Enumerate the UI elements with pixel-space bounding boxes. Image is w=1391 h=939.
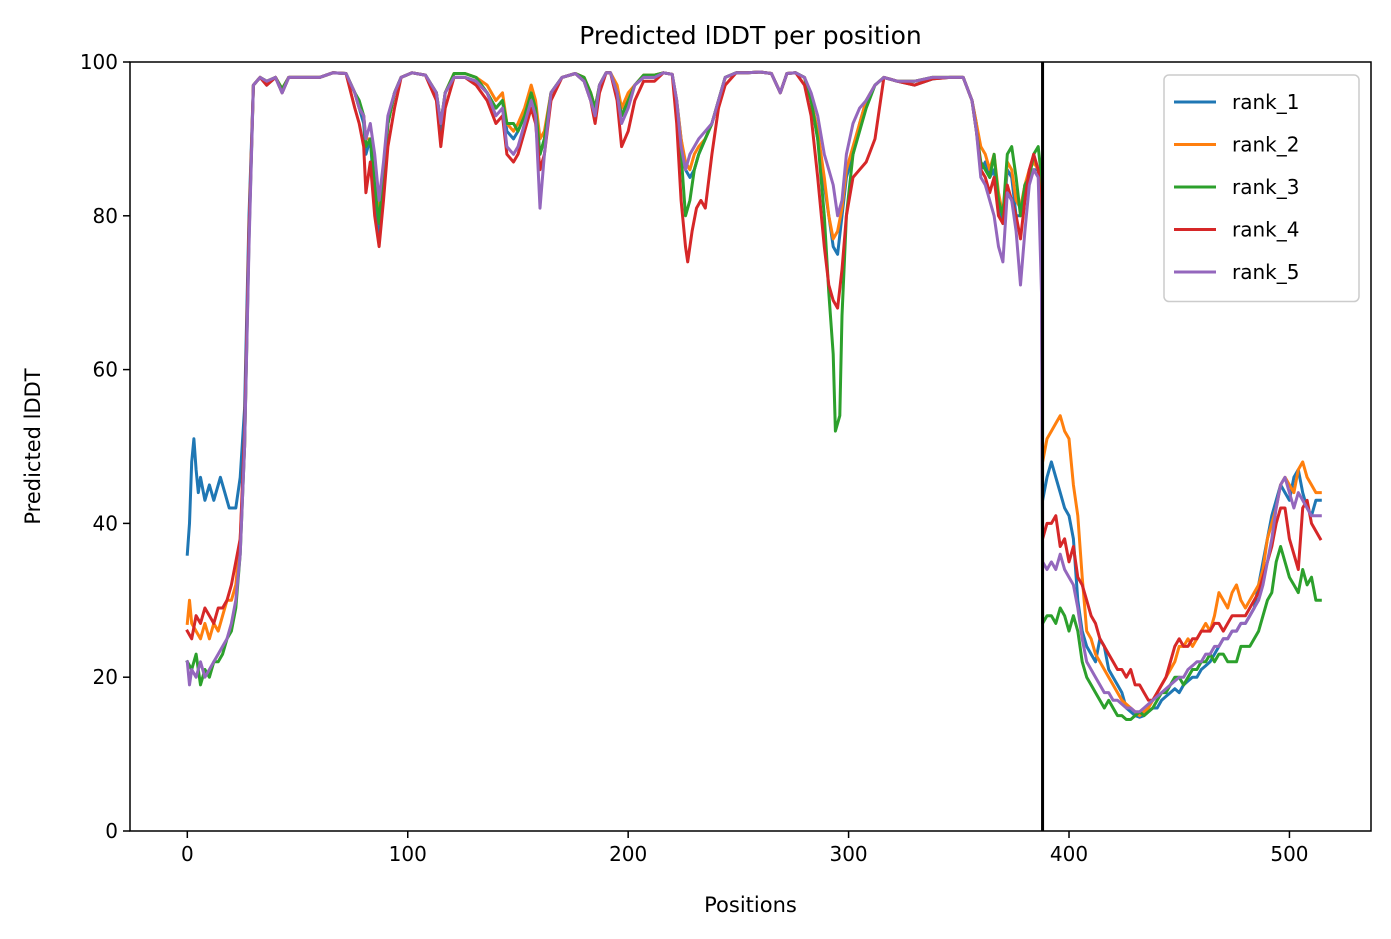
- legend-label-rank_4: rank_4: [1232, 218, 1299, 242]
- x-axis: 0 100 200 300 400 500: [181, 831, 1309, 866]
- series-line-rank_5: [185, 70, 1322, 714]
- y-tick-label: 100: [80, 50, 118, 74]
- x-tick-label: 0: [181, 842, 194, 866]
- y-tick-label: 60: [93, 358, 118, 382]
- x-tick-label: 400: [1050, 842, 1088, 866]
- x-tick-label: 500: [1270, 842, 1308, 866]
- y-tick-label: 40: [93, 511, 118, 535]
- x-tick-label: 100: [389, 842, 427, 866]
- y-tick-label: 0: [105, 819, 118, 843]
- series-line-rank_3: [185, 70, 1322, 721]
- series-line-rank_4: [185, 70, 1323, 702]
- x-tick-label: 300: [829, 842, 867, 866]
- legend: rank_1 rank_2 rank_3 rank_4 rank_5: [1163, 74, 1360, 303]
- y-axis: 0 20 40 60 80 100: [80, 50, 130, 843]
- legend-box: [1163, 74, 1360, 303]
- legend-label-rank_1: rank_1: [1232, 90, 1299, 114]
- chart-title: Predicted lDDT per position: [579, 21, 921, 50]
- legend-label-rank_5: rank_5: [1232, 260, 1299, 284]
- series-layer: [185, 70, 1323, 721]
- y-tick-label: 20: [93, 665, 118, 689]
- x-tick-label: 200: [609, 842, 647, 866]
- x-axis-title: Positions: [704, 893, 797, 917]
- y-axis-title: Predicted lDDT: [21, 368, 45, 524]
- legend-label-rank_3: rank_3: [1232, 175, 1299, 199]
- plot-area-frame: [129, 61, 1372, 832]
- y-tick-label: 80: [93, 204, 118, 228]
- legend-label-rank_2: rank_2: [1232, 133, 1299, 157]
